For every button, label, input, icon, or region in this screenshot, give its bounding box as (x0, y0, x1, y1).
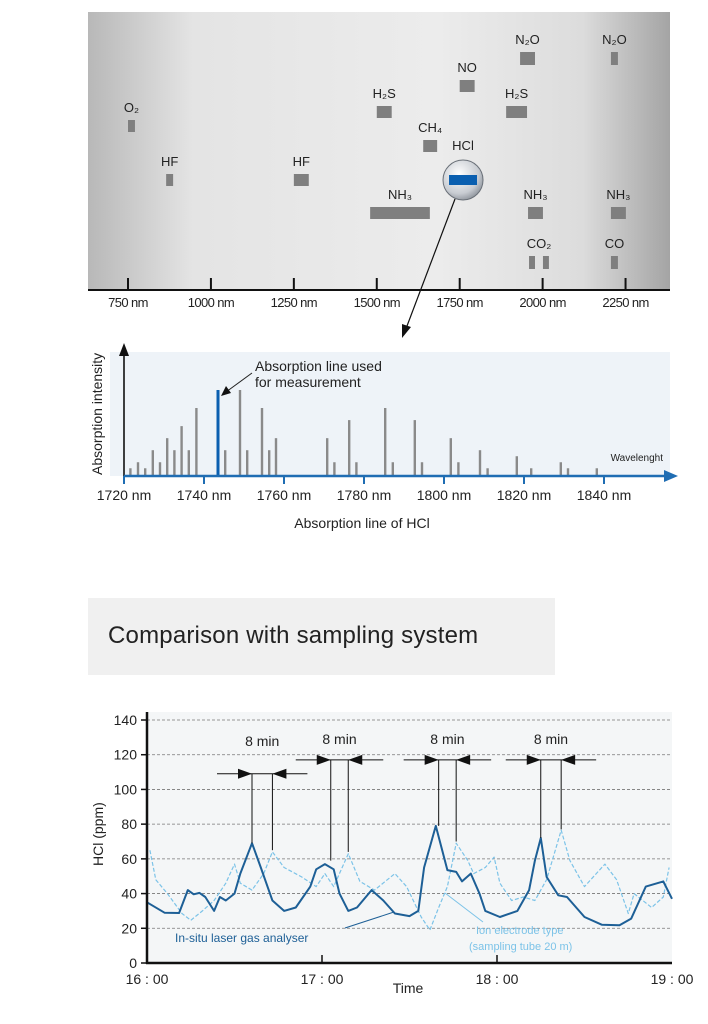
hcl-absorption-lines-chart: 1720 nm 1740 nm 1760 nm 1780 nm 1800 nm 1820 … (89, 343, 678, 531)
species-label: N₂O (515, 32, 540, 47)
y-axis-label: HCl (ppm) (90, 802, 106, 866)
annotation-label: 8 min (322, 731, 356, 747)
y-tick-label: 60 (121, 851, 137, 867)
species-label: N₂O (602, 32, 627, 47)
legend-ion-electrode-line-1: Ion electrode type (476, 925, 563, 937)
x-tick-label: 17 : 00 (301, 971, 344, 987)
x-axis-label: Wavelenght (611, 453, 664, 464)
species-label: NO (457, 60, 477, 75)
x-tick-label: 1720 nm (97, 487, 151, 503)
species-bar (542, 256, 549, 269)
x-tick-label: 1760 nm (257, 487, 311, 503)
species-bar (528, 207, 543, 219)
species-bar (376, 106, 392, 118)
annotation-arrowhead-right (526, 754, 541, 765)
species-label: NH₃ (388, 187, 412, 202)
species-label: HF (293, 154, 310, 169)
y-tick-label: 100 (114, 781, 138, 797)
species-bar (293, 174, 309, 186)
annotation-arrowhead-right (238, 768, 252, 779)
species-bar (459, 80, 475, 92)
species-label: HF (161, 154, 178, 169)
section-title: Comparison with sampling system (108, 622, 479, 649)
y-tick-label: 140 (114, 712, 138, 728)
annotation-arrowhead (221, 386, 231, 396)
x-tick-label: 1780 nm (337, 487, 391, 503)
section-title-box: Comparison with sampling system (88, 598, 555, 675)
annotation-arrow (225, 372, 253, 393)
annotation-line-2: for measurement (255, 374, 361, 390)
x-axis-arrowhead (664, 470, 678, 482)
species-label: H₂S (505, 86, 528, 101)
species-label: HCl (452, 138, 474, 153)
x-axis-label: Time (393, 980, 424, 996)
x-tick-label: 1740 nm (177, 487, 231, 503)
x-tick-label: 1840 nm (577, 487, 631, 503)
annotation-label: 8 min (534, 731, 568, 747)
y-axis-arrowhead (119, 343, 129, 356)
annotation-arrowhead-left (272, 768, 287, 779)
species-label: H₂S (373, 86, 396, 101)
x-tick-label: 2000 nm (519, 295, 565, 310)
species-bar (520, 52, 535, 65)
species-bar (610, 52, 618, 65)
zoom-pointer-line (406, 198, 456, 327)
species-label: CO (605, 236, 625, 251)
species-bar (423, 140, 438, 152)
species-bar (128, 120, 135, 132)
species-label: CO₂ (527, 236, 552, 251)
x-tick-label: 1800 nm (417, 487, 471, 503)
annotation-label: 8 min (245, 733, 279, 749)
annotation-arrowhead-right (316, 754, 331, 765)
gas-absorption-wavelength-chart: O₂ HF HF H₂S NO N₂O N₂O H₂S CH₄ HCl NH₃ NH₃ NH₃ CO₂ CO… (88, 12, 670, 338)
species-label: NH₃ (606, 187, 630, 202)
annotation-arrowhead-left (348, 754, 363, 765)
zoom-pointer-arrowhead (402, 324, 411, 338)
x-tick-label: 1750 nm (436, 295, 482, 310)
legend-insitu-leader (344, 911, 395, 929)
annotation-arrowhead-left (561, 754, 576, 765)
legend-ion-electrode-leader (444, 892, 484, 923)
x-tick-label: 1500 nm (354, 295, 400, 310)
chart-background (110, 352, 670, 476)
species-label: O₂ (124, 100, 139, 115)
x-tick-label: 1000 nm (188, 295, 234, 310)
species-bar (370, 207, 430, 219)
x-tick-label: 19 : 00 (651, 971, 694, 987)
species-bar (506, 106, 528, 118)
x-tick-label: 2250 nm (602, 295, 648, 310)
x-tick-label: 750 nm (108, 295, 148, 310)
species-label: NH₃ (523, 187, 547, 202)
species-bar (610, 256, 618, 269)
x-tick-label: 1820 nm (497, 487, 551, 503)
y-tick-label: 40 (121, 886, 137, 902)
y-tick-label: 0 (129, 955, 137, 971)
annotation-line-1: Absorption line used (255, 358, 382, 374)
y-tick-label: 80 (121, 816, 137, 832)
series-ion-electrode-line (149, 829, 670, 931)
species-label: CH₄ (418, 120, 442, 135)
chart-background (88, 12, 670, 290)
y-axis-label: Absorption intensity (89, 353, 105, 475)
series-insitu-laser-line (146, 824, 673, 927)
legend-insitu: In-situ laser gas analyser (175, 931, 308, 945)
chart-title: Absorption line of HCl (294, 515, 429, 531)
species-bar-hcl (449, 175, 478, 185)
annotation-label: 8 min (430, 731, 464, 747)
x-tick-label: 1250 nm (271, 295, 317, 310)
legend-ion-electrode-line-2: (sampling tube 20 m) (469, 941, 572, 953)
annotation-arrowhead-right (424, 754, 439, 765)
species-bar (529, 256, 535, 269)
species-bar (166, 174, 174, 186)
species-bar (610, 207, 626, 219)
x-tick-label: 18 : 00 (476, 971, 519, 987)
y-tick-label: 20 (121, 920, 137, 936)
x-tick-label: 16 : 00 (126, 971, 169, 987)
plot-background (147, 712, 672, 963)
annotation-arrowhead-left (456, 754, 471, 765)
y-tick-label: 120 (114, 747, 138, 763)
